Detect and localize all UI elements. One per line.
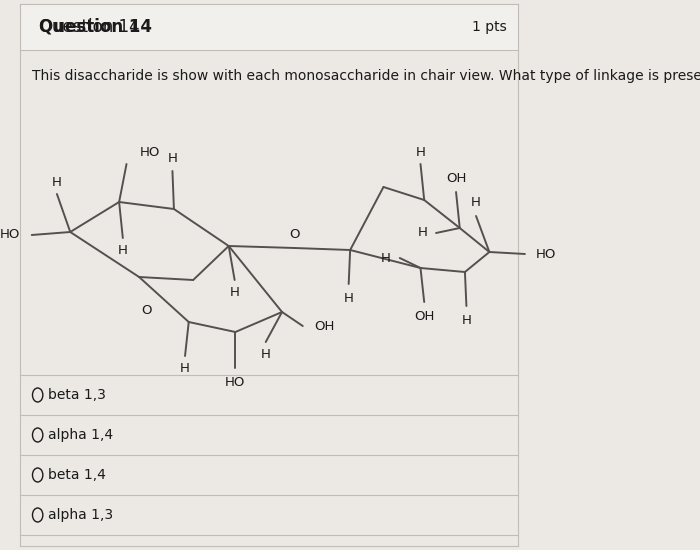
Text: H: H [461,314,471,327]
Text: O: O [141,304,152,316]
Text: H: H [416,146,426,158]
Text: Question 14: Question 14 [39,18,152,36]
Text: HO: HO [140,146,160,158]
Text: OH: OH [314,320,335,333]
Text: HO: HO [0,228,20,241]
Text: H: H [167,152,177,166]
Text: alpha 1,3: alpha 1,3 [48,508,113,522]
Text: This disaccharide is show with each monosaccharide in chair view. What type of l: This disaccharide is show with each mono… [32,69,700,83]
Text: beta 1,4: beta 1,4 [48,468,106,482]
Text: O: O [289,228,300,240]
Text: OH: OH [414,310,435,322]
Text: H: H [261,348,271,360]
Text: HO: HO [536,248,556,261]
Text: H: H [471,195,481,208]
Text: Question 14: Question 14 [39,18,140,36]
Text: H: H [52,175,62,189]
Text: OH: OH [446,172,466,184]
Text: beta 1,3: beta 1,3 [48,388,106,402]
FancyBboxPatch shape [20,4,517,50]
Text: H: H [180,361,190,375]
Text: alpha 1,4: alpha 1,4 [48,428,113,442]
Text: H: H [417,227,427,239]
Text: H: H [381,251,391,265]
Text: HO: HO [225,376,246,388]
Text: H: H [118,244,128,256]
Text: H: H [230,285,239,299]
Text: 1 pts: 1 pts [473,20,507,34]
Text: H: H [344,292,354,305]
